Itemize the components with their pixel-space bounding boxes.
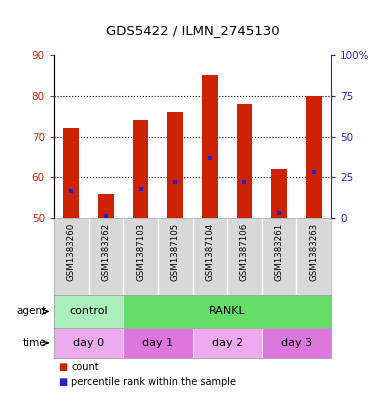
Bar	[192, 328, 262, 358]
Text: control: control	[69, 307, 108, 316]
Text: GSM1383261: GSM1383261	[275, 223, 284, 281]
Bar	[262, 328, 331, 358]
Bar	[64, 129, 79, 218]
Text: GSM1387103: GSM1387103	[136, 223, 145, 281]
Bar	[237, 104, 252, 218]
Text: time: time	[23, 338, 46, 348]
Text: GSM1383260: GSM1383260	[67, 223, 76, 281]
Text: ■: ■	[58, 362, 67, 372]
Bar	[133, 120, 148, 218]
Text: GSM1383262: GSM1383262	[101, 223, 110, 281]
Bar	[306, 96, 321, 218]
Text: GSM1387104: GSM1387104	[205, 223, 214, 281]
Bar	[123, 295, 331, 328]
Bar	[202, 75, 218, 218]
Text: GSM1387105: GSM1387105	[171, 223, 180, 281]
Bar	[98, 194, 114, 218]
Text: day 0: day 0	[73, 338, 104, 348]
Text: RANKL: RANKL	[209, 307, 246, 316]
Bar	[167, 112, 183, 218]
Text: GSM1387106: GSM1387106	[240, 223, 249, 281]
Text: day 2: day 2	[211, 338, 243, 348]
Text: agent: agent	[16, 307, 46, 316]
Text: GSM1383263: GSM1383263	[309, 223, 318, 281]
Text: ■: ■	[58, 376, 67, 387]
Text: day 1: day 1	[142, 338, 173, 348]
Text: percentile rank within the sample: percentile rank within the sample	[71, 376, 236, 387]
Bar	[271, 169, 287, 218]
Bar	[54, 295, 123, 328]
Bar	[54, 328, 123, 358]
Text: count: count	[71, 362, 99, 372]
Text: GDS5422 / ILMN_2745130: GDS5422 / ILMN_2745130	[106, 24, 279, 37]
Text: day 3: day 3	[281, 338, 312, 348]
Bar	[123, 328, 192, 358]
